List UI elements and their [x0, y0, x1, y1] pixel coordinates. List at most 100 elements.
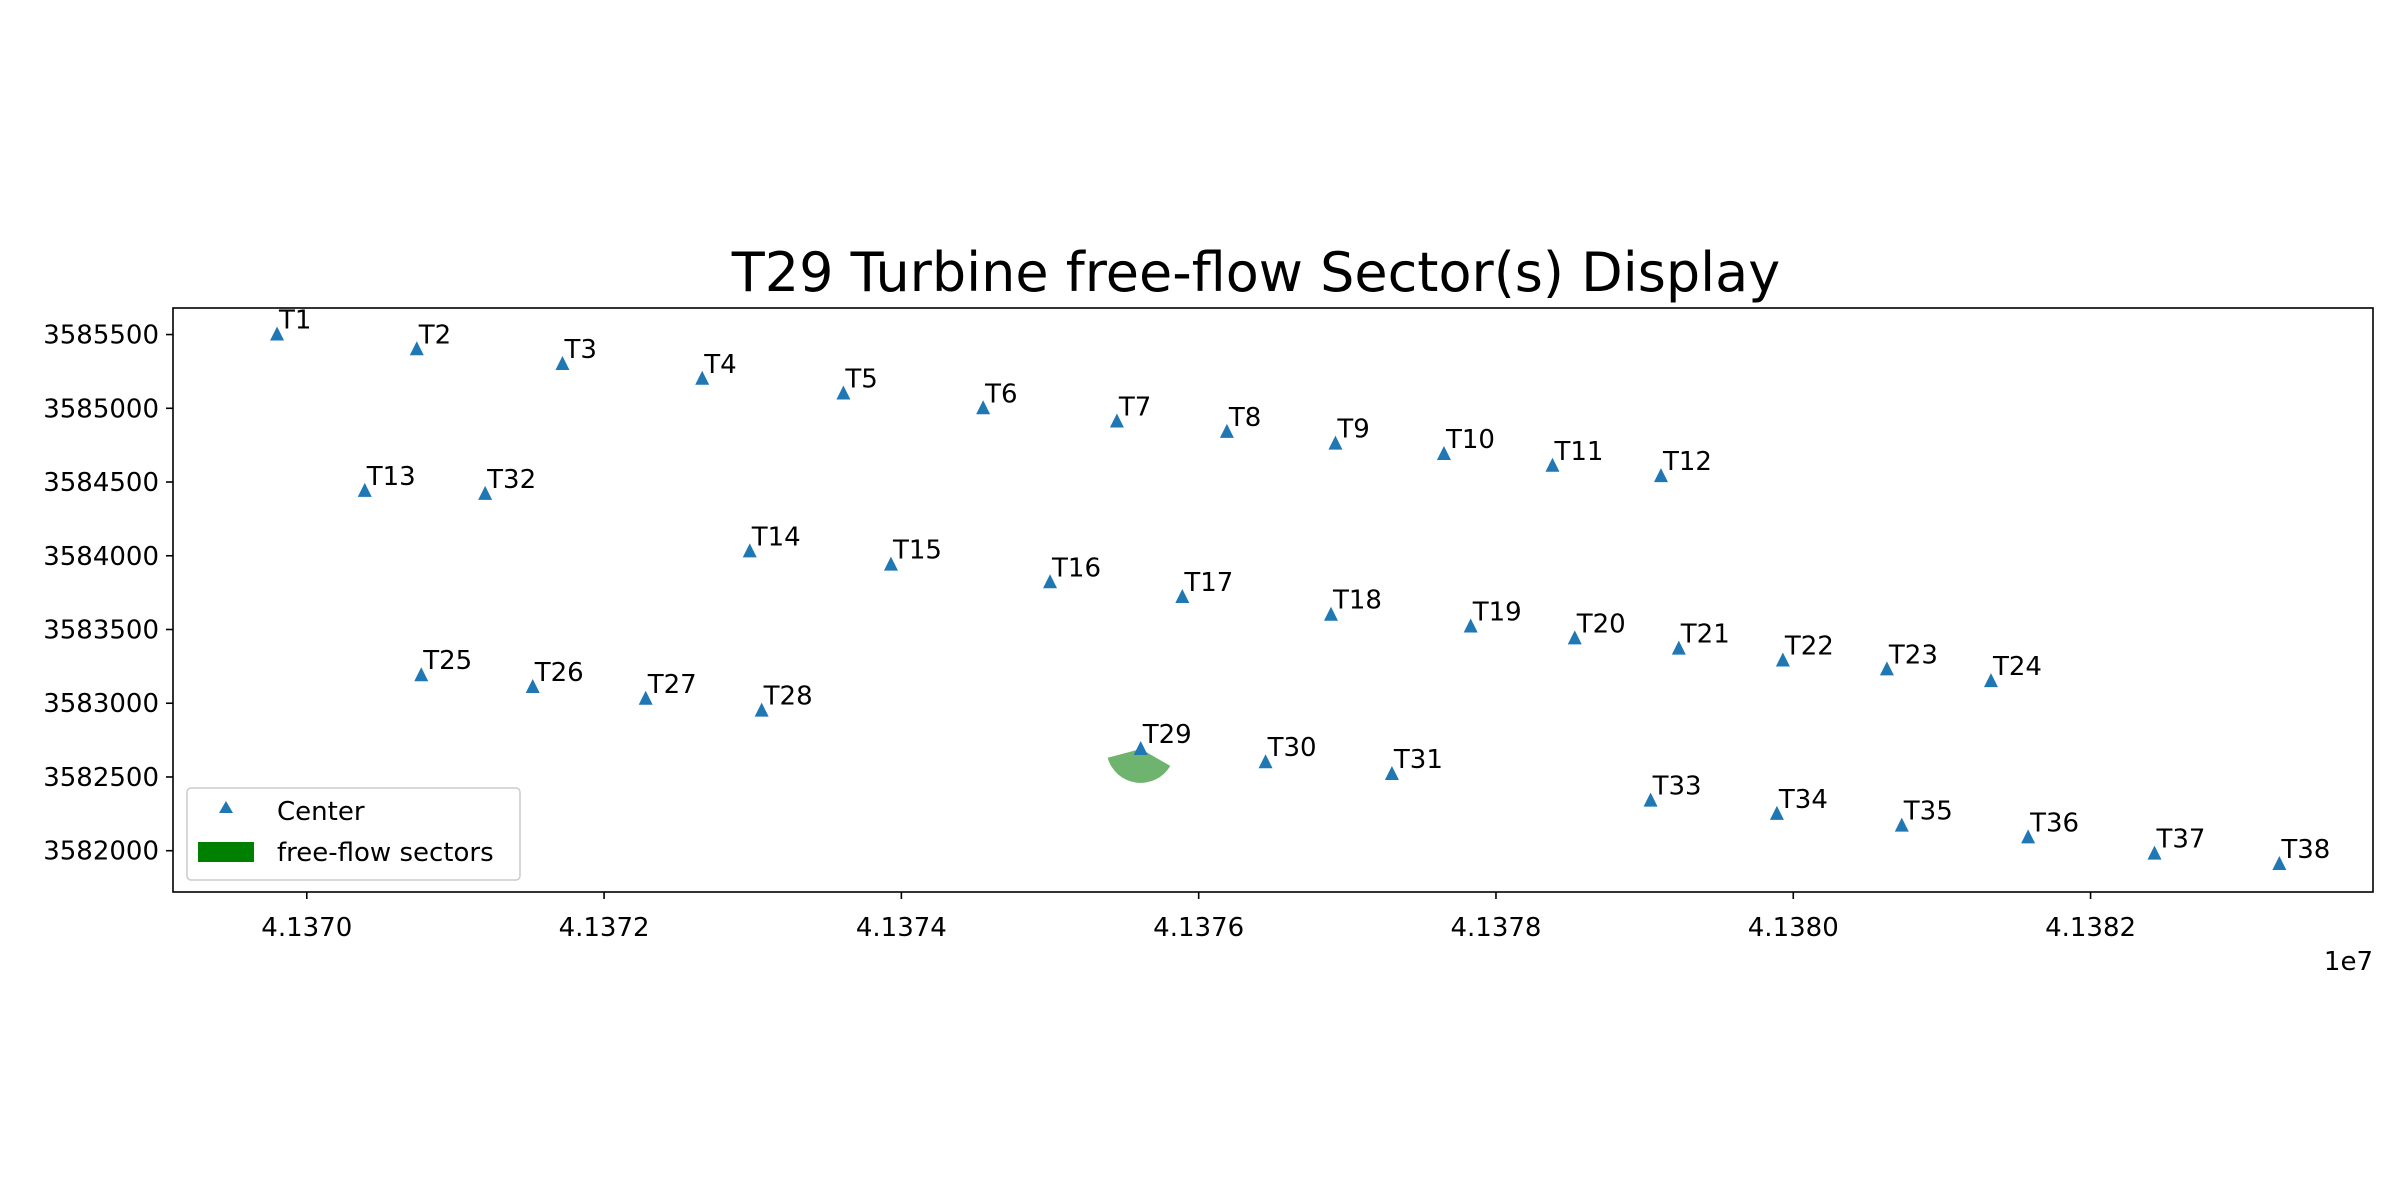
- x-tick-label: 4.1370: [261, 913, 352, 943]
- turbine-marker-t15: [883, 556, 898, 571]
- turbine-label-t2: T2: [418, 320, 451, 350]
- turbine-label-t30: T30: [1267, 733, 1317, 763]
- turbine-marker-t33: [1643, 792, 1658, 807]
- turbine-label-t26: T26: [534, 658, 584, 688]
- turbine-marker-t4: [695, 370, 710, 385]
- turbine-marker-t5: [836, 385, 851, 400]
- turbine-label-t15: T15: [892, 536, 942, 566]
- turbine-label-t14: T14: [751, 522, 801, 552]
- turbine-label-t36: T36: [2029, 808, 2079, 838]
- x-tick-label: 4.1378: [1450, 913, 1541, 943]
- y-tick-label: 3583000: [43, 689, 159, 719]
- y-tick-label: 3582000: [43, 837, 159, 867]
- turbine-marker-t20: [1567, 630, 1582, 645]
- turbine-label-t3: T3: [563, 335, 596, 365]
- turbine-marker-t24: [1983, 673, 1998, 688]
- turbine-marker-t30: [1258, 754, 1273, 769]
- turbine-label-t16: T16: [1051, 553, 1101, 583]
- turbine-marker-t11: [1545, 457, 1560, 472]
- turbine-marker-t31: [1384, 766, 1399, 781]
- turbine-marker-t18: [1323, 606, 1338, 621]
- x-axis-scale-note: 1e7: [2324, 947, 2373, 977]
- legend-label-free-flow-sectors: free-flow sectors: [277, 838, 494, 868]
- turbine-label-t13: T13: [366, 462, 416, 492]
- turbine-label-t9: T9: [1336, 415, 1369, 445]
- x-tick-label: 4.1374: [856, 913, 947, 943]
- turbine-points: T1 T2 T3 T4 T5 T6 T7 T8 T9 T10 T11 T12 T13 T32 T14 T15 T…: [270, 306, 2330, 870]
- turbine-marker-t34: [1769, 805, 1784, 820]
- turbine-label-t8: T8: [1228, 403, 1261, 433]
- y-tick-label: 3584500: [43, 468, 159, 498]
- turbine-marker-t9: [1328, 435, 1343, 450]
- turbine-marker-t6: [976, 400, 991, 415]
- turbine-marker-t37: [2147, 845, 2162, 860]
- turbine-label-t32: T32: [486, 465, 536, 495]
- turbine-label-t11: T11: [1553, 437, 1603, 467]
- turbine-marker-t29: [1133, 740, 1148, 755]
- plot-frame: [172, 307, 2374, 893]
- x-tick-label: 4.1372: [559, 913, 650, 943]
- turbine-label-t19: T19: [1472, 598, 1522, 628]
- y-axis: 3582000 3582500 3583000 3583500 3584000 35845…: [43, 321, 173, 867]
- turbine-marker-t10: [1436, 446, 1451, 460]
- turbine-marker-t3: [555, 356, 570, 371]
- legend-marker-free-flow-sectors: [198, 842, 254, 862]
- turbine-marker-t7: [1109, 413, 1124, 428]
- turbine-label-t7: T7: [1118, 393, 1151, 423]
- legend-marker-center: [219, 801, 233, 813]
- turbine-label-t28: T28: [763, 682, 813, 712]
- turbine-marker-t26: [525, 679, 540, 694]
- turbine-marker-t21: [1671, 640, 1686, 655]
- y-tick-label: 3584000: [43, 542, 159, 572]
- x-tick-label: 4.1382: [2045, 913, 2136, 943]
- turbine-label-t17: T17: [1183, 568, 1233, 598]
- y-tick-label: 3585500: [43, 321, 159, 351]
- turbine-marker-t22: [1775, 652, 1790, 667]
- turbine-label-t22: T22: [1784, 631, 1834, 661]
- turbine-marker-t13: [357, 482, 372, 497]
- turbine-marker-t38: [2272, 855, 2287, 870]
- x-tick-label: 4.1380: [1748, 913, 1839, 943]
- free-flow-sector-layer: [1107, 748, 1171, 783]
- turbine-marker-t25: [414, 667, 429, 682]
- turbine-label-t24: T24: [1992, 652, 2042, 682]
- turbine-label-t6: T6: [984, 379, 1017, 409]
- chart-title: T29 Turbine free-flow Sector(s) Display: [731, 241, 1780, 304]
- turbine-label-t27: T27: [647, 670, 697, 700]
- turbine-marker-t28: [754, 702, 769, 717]
- x-tick-label: 4.1376: [1153, 913, 1244, 943]
- turbine-marker-t8: [1219, 423, 1234, 438]
- turbine-label-t34: T34: [1778, 785, 1828, 815]
- turbine-label-t29: T29: [1142, 720, 1192, 750]
- turbine-label-t12: T12: [1662, 447, 1712, 477]
- turbine-label-t33: T33: [1652, 772, 1702, 802]
- turbine-label-t31: T31: [1393, 745, 1443, 775]
- turbine-label-t38: T38: [2280, 835, 2330, 865]
- turbine-label-t1: T1: [278, 306, 311, 336]
- turbine-label-t37: T37: [2155, 825, 2205, 855]
- turbine-marker-t12: [1653, 468, 1668, 483]
- turbine-label-t35: T35: [1903, 797, 1953, 827]
- turbine-label-t21: T21: [1680, 620, 1730, 650]
- turbine-marker-t27: [638, 690, 653, 705]
- y-tick-label: 3582500: [43, 763, 159, 793]
- turbine-label-t25: T25: [422, 646, 472, 676]
- turbine-label-t20: T20: [1576, 609, 1626, 639]
- turbine-marker-t23: [1879, 661, 1894, 676]
- turbine-label-t23: T23: [1888, 640, 1938, 670]
- y-tick-label: 3583500: [43, 615, 159, 645]
- free-flow-sector-wedge: [1107, 748, 1171, 783]
- x-axis: 4.1370 4.1372 4.1374 4.1376 4.1378 4.1380 4.13…: [261, 892, 2136, 943]
- turbine-marker-t19: [1463, 618, 1478, 633]
- legend: Center free-flow sectors: [186, 787, 521, 881]
- turbine-marker-t14: [742, 543, 757, 558]
- turbine-marker-t17: [1175, 589, 1190, 604]
- legend-frame: [186, 787, 521, 881]
- y-tick-label: 3585000: [43, 394, 159, 424]
- turbine-marker-t32: [478, 485, 493, 500]
- turbine-marker-t2: [409, 341, 424, 356]
- legend-label-center: Center: [277, 797, 365, 827]
- turbine-label-t4: T4: [703, 350, 736, 380]
- turbine-label-t18: T18: [1332, 586, 1382, 616]
